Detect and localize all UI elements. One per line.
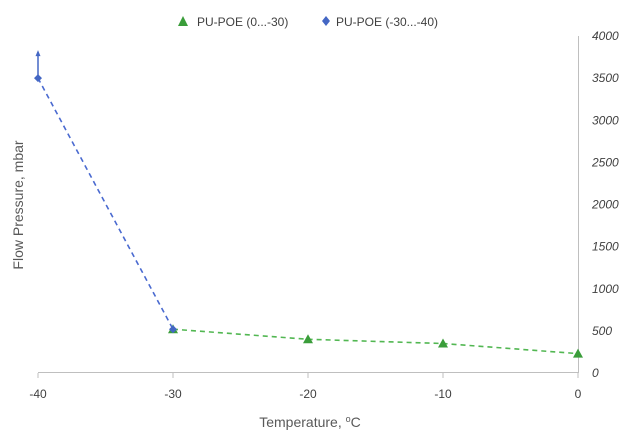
legend-triangle-marker bbox=[178, 16, 188, 26]
series-1-point bbox=[573, 348, 583, 358]
legend-label-series-2: PU-POE (-30...-40) bbox=[336, 15, 438, 29]
y-tick-label: 3500 bbox=[592, 71, 619, 85]
x-tick-label: -30 bbox=[164, 387, 182, 401]
x-axis-title: Temperature, oC bbox=[259, 414, 361, 430]
tick-group: -40 -30 -20 -10 00 500 1000 1500 2000 2500 3000 350… bbox=[29, 29, 619, 401]
arrow-head-icon bbox=[35, 50, 41, 57]
x-tick-label: 0 bbox=[575, 387, 582, 401]
y-tick-label: 2500 bbox=[591, 155, 619, 169]
legend-item-series-1: PU-POE (0...-30) bbox=[178, 15, 288, 29]
x-axis-title-text: Temperature, bbox=[259, 414, 345, 430]
y-tick-label: 4000 bbox=[592, 29, 619, 43]
series-1-point bbox=[303, 334, 313, 344]
series-marks bbox=[34, 50, 583, 358]
y-tick-label: 1000 bbox=[592, 282, 619, 296]
x-tick-label: -10 bbox=[434, 387, 452, 401]
x-tick-label: -40 bbox=[29, 387, 47, 401]
x-axis-title-unit: C bbox=[351, 414, 361, 430]
series-1-line bbox=[172, 328, 579, 355]
x-axis-title-degree: o bbox=[346, 414, 351, 424]
series-1-point bbox=[438, 338, 448, 348]
x-tick-label: -20 bbox=[299, 387, 317, 401]
series-2-point bbox=[169, 325, 177, 334]
series-2-point bbox=[34, 74, 42, 83]
series-lines bbox=[37, 77, 579, 355]
y-tick-label: 3000 bbox=[592, 113, 619, 127]
y-tick-label: 1500 bbox=[592, 240, 619, 254]
y-axis-title: Flow Pressure, mbar bbox=[10, 140, 26, 269]
y-tick-label: 2000 bbox=[591, 198, 619, 212]
legend-item-series-2: PU-POE (-30...-40) bbox=[322, 15, 438, 29]
legend-diamond-marker bbox=[322, 16, 330, 26]
legend-label-series-1: PU-POE (0...-30) bbox=[197, 15, 288, 29]
legend: PU-POE (0...-30) PU-POE (-30...-40) bbox=[178, 15, 438, 29]
y-tick-label: 500 bbox=[592, 324, 612, 338]
series-2-line bbox=[37, 77, 174, 330]
y-tick-label: 0 bbox=[592, 366, 599, 380]
